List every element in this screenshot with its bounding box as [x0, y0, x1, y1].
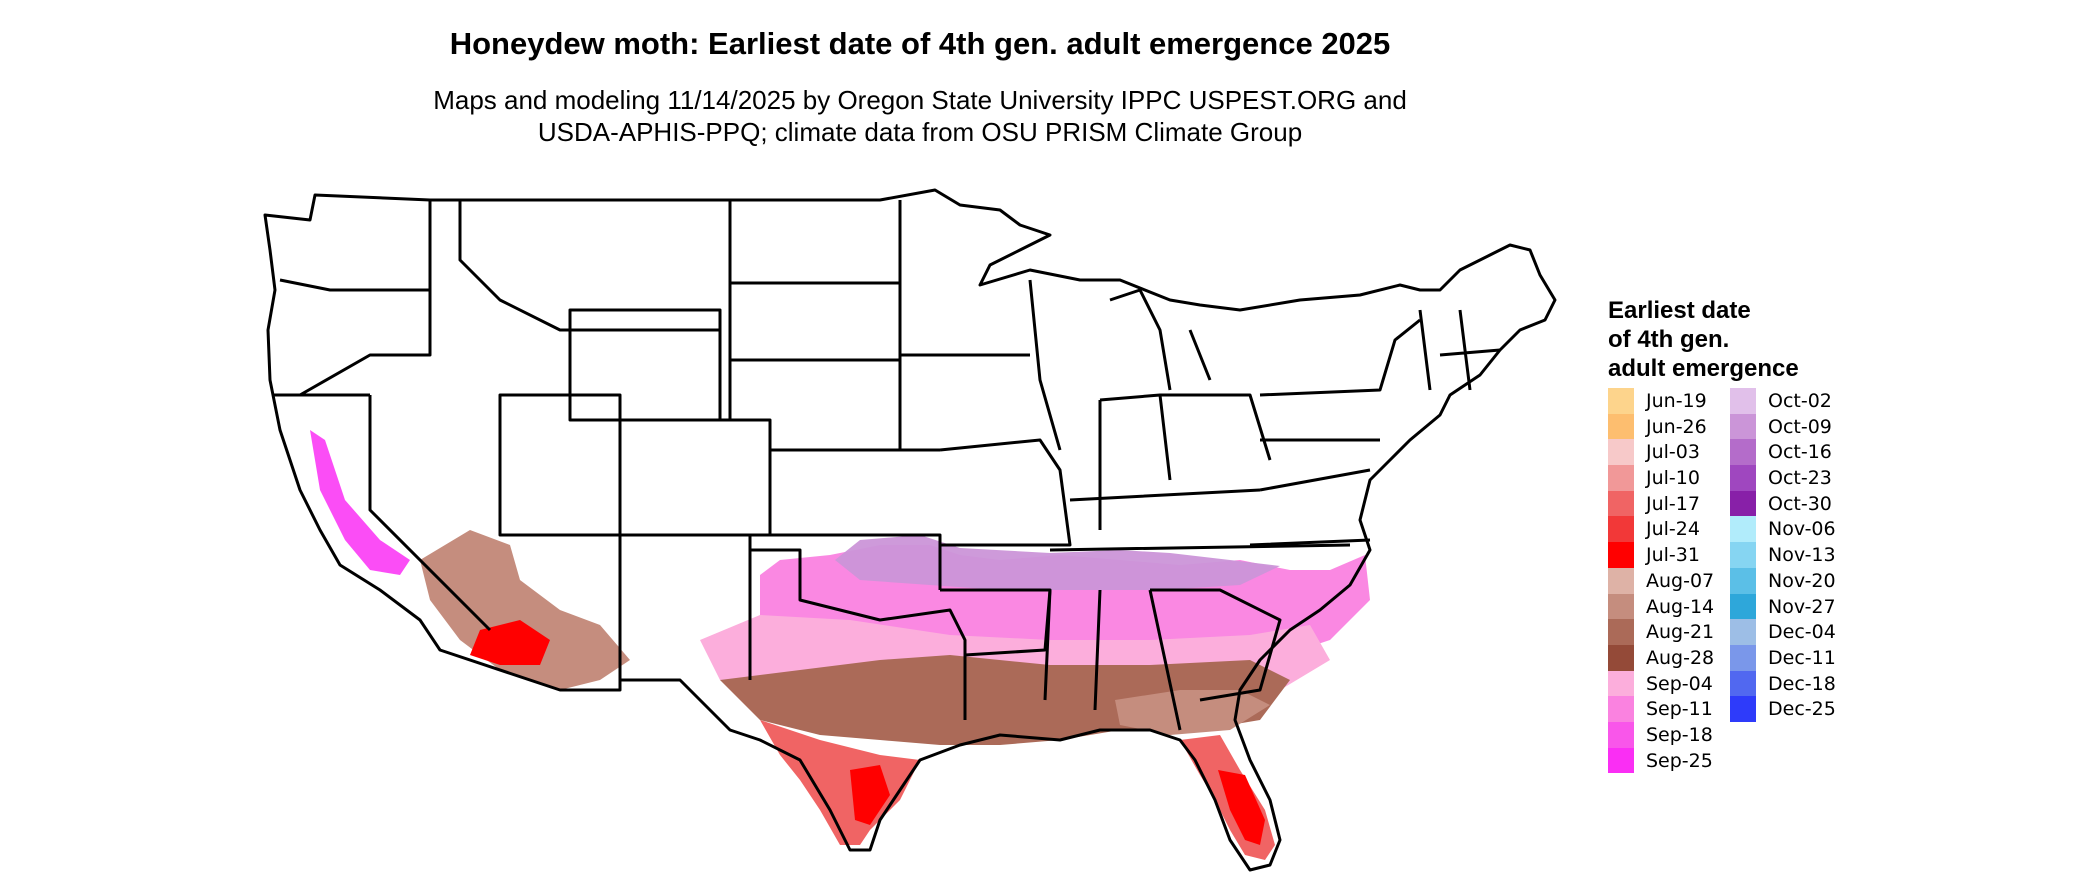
border-wy [568, 308, 722, 422]
legend-label: Oct-30 [1768, 492, 1832, 515]
legend-swatch [1730, 465, 1756, 491]
legend-swatch [1608, 593, 1634, 620]
border-nv [368, 395, 492, 632]
us-outline [263, 188, 1557, 872]
legend-title: Earliest date of 4th gen. adult emergenc… [1608, 296, 1799, 383]
border-tx [750, 548, 967, 720]
legend-swatch [1608, 747, 1634, 774]
legend-swatch [1730, 439, 1756, 466]
border-new-england [1418, 309, 1501, 391]
legend-swatch [1730, 413, 1756, 440]
legend-label: Dec-04 [1768, 621, 1836, 644]
legend-label: Oct-16 [1768, 441, 1832, 464]
legend-swatch [1730, 670, 1756, 697]
legend-label: Oct-02 [1768, 390, 1832, 412]
subtitle-line-2: USDA-APHIS-PPQ; climate data from OSU PR… [537, 117, 1303, 147]
legend-swatch [1730, 593, 1756, 620]
legend-swatch [1608, 567, 1634, 594]
border-wi-il [1028, 279, 1102, 530]
legend-swatch [1608, 542, 1634, 568]
legend: Earliest date of 4th gen. adult emergenc… [1608, 296, 1836, 774]
legend-swatch [1608, 465, 1634, 491]
region-texas-south [760, 720, 920, 845]
border-pa-ny [1259, 318, 1421, 442]
legend-label: Jul-03 [1646, 441, 1700, 464]
border-mo [939, 438, 1072, 547]
border-tn-ky [1049, 488, 1351, 552]
legend-label: Oct-23 [1768, 467, 1832, 490]
legend-label: Nov-06 [1768, 518, 1836, 541]
legend-swatch [1730, 542, 1756, 568]
legend-label: Nov-13 [1768, 544, 1836, 567]
legend-swatch [1608, 670, 1634, 697]
legend-swatch [1730, 696, 1756, 722]
legend-label: Jun-26 [1646, 415, 1707, 438]
subtitle-line-1: Maps and modeling 11/14/2025 by Oregon S… [433, 85, 1407, 115]
legend-swatch [1608, 696, 1634, 722]
legend-swatch [1730, 619, 1756, 645]
legend-label: Dec-18 [1768, 672, 1836, 695]
state-boundaries [263, 188, 1557, 872]
emergence-fill-regions [310, 430, 1370, 860]
legend-label: Jul-10 [1646, 467, 1700, 490]
border-nd-sd [728, 200, 900, 420]
legend-label: Nov-27 [1768, 595, 1836, 618]
legend-swatch [1730, 490, 1756, 517]
legend-label: Jun-19 [1646, 390, 1707, 412]
border-mt [458, 200, 720, 332]
legend-label: Sep-25 [1646, 749, 1713, 772]
legend-title-line-2: of 4th gen. [1608, 326, 1730, 353]
legend-label: Sep-11 [1646, 698, 1713, 721]
border-ok [750, 533, 942, 590]
region-arizona-desert [420, 530, 630, 690]
legend-title-line-1: Earliest date [1608, 297, 1751, 324]
legend-swatch [1608, 644, 1634, 671]
legend-label: Aug-21 [1646, 621, 1715, 644]
legend-label: Oct-09 [1768, 415, 1832, 438]
legend-swatch [1730, 516, 1756, 543]
legend-label: Aug-28 [1646, 646, 1715, 669]
region-texas-tip [850, 765, 890, 825]
legend-swatch [1730, 388, 1756, 414]
legend-swatch [1608, 721, 1634, 748]
legend-label: Sep-18 [1646, 723, 1713, 746]
legend-label: Aug-14 [1646, 595, 1715, 618]
legend-label: Aug-07 [1646, 569, 1715, 592]
border-mn-ia [898, 200, 1030, 450]
region-oct-band [835, 535, 1280, 590]
legend-swatch [1730, 567, 1756, 594]
legend-swatch [1608, 490, 1634, 517]
legend-label: Nov-20 [1768, 569, 1836, 592]
legend-label: Jul-17 [1646, 492, 1700, 515]
legend-label: Sep-04 [1646, 672, 1713, 695]
border-ga-sc [1150, 588, 1282, 702]
border-ne-ks [730, 358, 940, 452]
region-california-valley [310, 430, 410, 575]
border-ms-al [1043, 589, 1182, 731]
region-arizona-hot [470, 620, 550, 665]
region-florida-south [1218, 770, 1265, 845]
legend-label: Dec-11 [1768, 646, 1836, 669]
map-subtitle: Maps and modeling 11/14/2025 by Oregon S… [0, 84, 1840, 148]
border-co [620, 418, 772, 537]
border-oh-in [1099, 393, 1272, 481]
legend-swatch [1608, 388, 1634, 414]
region-aug-mid [1115, 690, 1270, 735]
border-va-nc [1249, 468, 1371, 547]
legend-swatch [1608, 439, 1634, 466]
border-ut [498, 393, 622, 537]
legend-swatch [1608, 619, 1634, 645]
legend-label: Dec-25 [1768, 698, 1836, 721]
legend-swatch [1730, 644, 1756, 671]
legend-swatch [1608, 516, 1634, 543]
border-michigan [1109, 288, 1212, 391]
legend-title-line-3: adult emergence [1608, 355, 1799, 382]
legend-label: Jul-31 [1646, 544, 1700, 567]
border-id [299, 200, 432, 397]
legend-label: Jul-24 [1646, 518, 1700, 541]
map-title: Honeydew moth: Earliest date of 4th gen.… [449, 26, 1391, 61]
border-wa-or [279, 278, 430, 292]
legend-swatch [1608, 413, 1634, 440]
